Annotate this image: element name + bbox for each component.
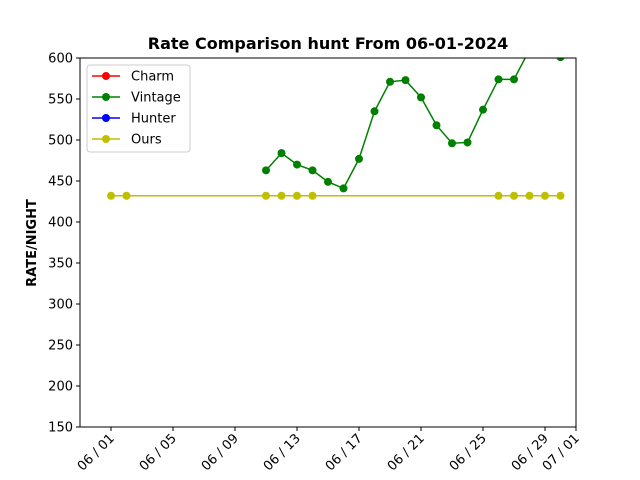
data-point [293,191,301,200]
legend-label: Charm [131,70,174,85]
y-axis-label: RATE/NIGHT [25,199,40,287]
legend-label: Ours [131,133,162,148]
data-point [494,75,503,84]
data-point [386,77,394,86]
x-tick-label: 06 / 13 [261,431,304,474]
data-point [370,107,379,116]
data-point [324,177,332,186]
legend-item: Vintage [92,91,181,106]
data-point [262,166,270,175]
chart-title: Rate Comparison hunt From 06-01-2024 [148,34,508,53]
legend-item: Charm [92,70,174,85]
legend: Charm Vintage Hunter Ours [86,64,191,153]
data-point [107,191,115,200]
y-tick-label: 400 [48,216,73,231]
x-tick-label: 06 / 21 [385,431,428,474]
x-tick-label: 06 / 09 [199,431,242,474]
data-point [293,160,301,169]
data-point [541,191,549,200]
y-tick-label: 600 [48,52,73,67]
data-point [122,191,131,200]
legend-swatch-marker [102,93,110,101]
x-tick-label: 06 / 25 [447,431,490,474]
legend-swatch-marker [102,135,110,143]
data-point [308,166,317,175]
series-group [107,46,565,200]
x-axis: 06 / 01 06 / 05 06 / 09 06 / 13 06 / 17 06 / … [75,427,583,474]
series-ours [107,191,565,200]
data-point [277,191,286,200]
data-point [479,105,487,114]
data-point [526,46,534,54]
legend-swatch-marker [102,72,110,80]
data-point [494,191,503,200]
data-point [308,191,317,200]
data-point [262,191,270,200]
y-tick-label: 300 [48,298,73,313]
legend-label: Vintage [131,91,181,106]
data-point [277,149,286,158]
y-tick-label: 150 [48,421,73,436]
legend-box [86,64,191,153]
series-vintage [262,46,565,193]
x-tick-label: 06 / 17 [323,431,366,474]
data-point [556,191,565,200]
data-point [463,138,472,147]
legend-swatch-marker [102,114,110,122]
y-tick-label: 450 [48,175,73,190]
x-tick-label: 06 / 05 [137,431,180,474]
y-tick-label: 200 [48,380,73,395]
data-point [448,139,456,148]
y-tick-label: 550 [48,93,73,108]
legend-label: Hunter [131,112,176,127]
data-point [432,121,441,130]
data-point [339,184,348,193]
y-tick-label: 350 [48,257,73,272]
y-tick-label: 250 [48,339,73,354]
data-point [417,93,425,102]
data-point [556,58,565,62]
plot-frame [79,57,577,428]
data-point [355,154,363,163]
data-point [510,75,518,84]
y-tick-label: 500 [48,134,73,149]
legend-item: Hunter [92,112,176,127]
data-point [525,191,534,200]
y-axis: 150 200 250 300 350 400 450 500 550 600 [48,52,80,436]
data-point [401,76,410,85]
data-point [510,191,518,200]
x-tick-label: 06 / 01 [75,431,118,474]
legend-item: Ours [92,133,162,148]
